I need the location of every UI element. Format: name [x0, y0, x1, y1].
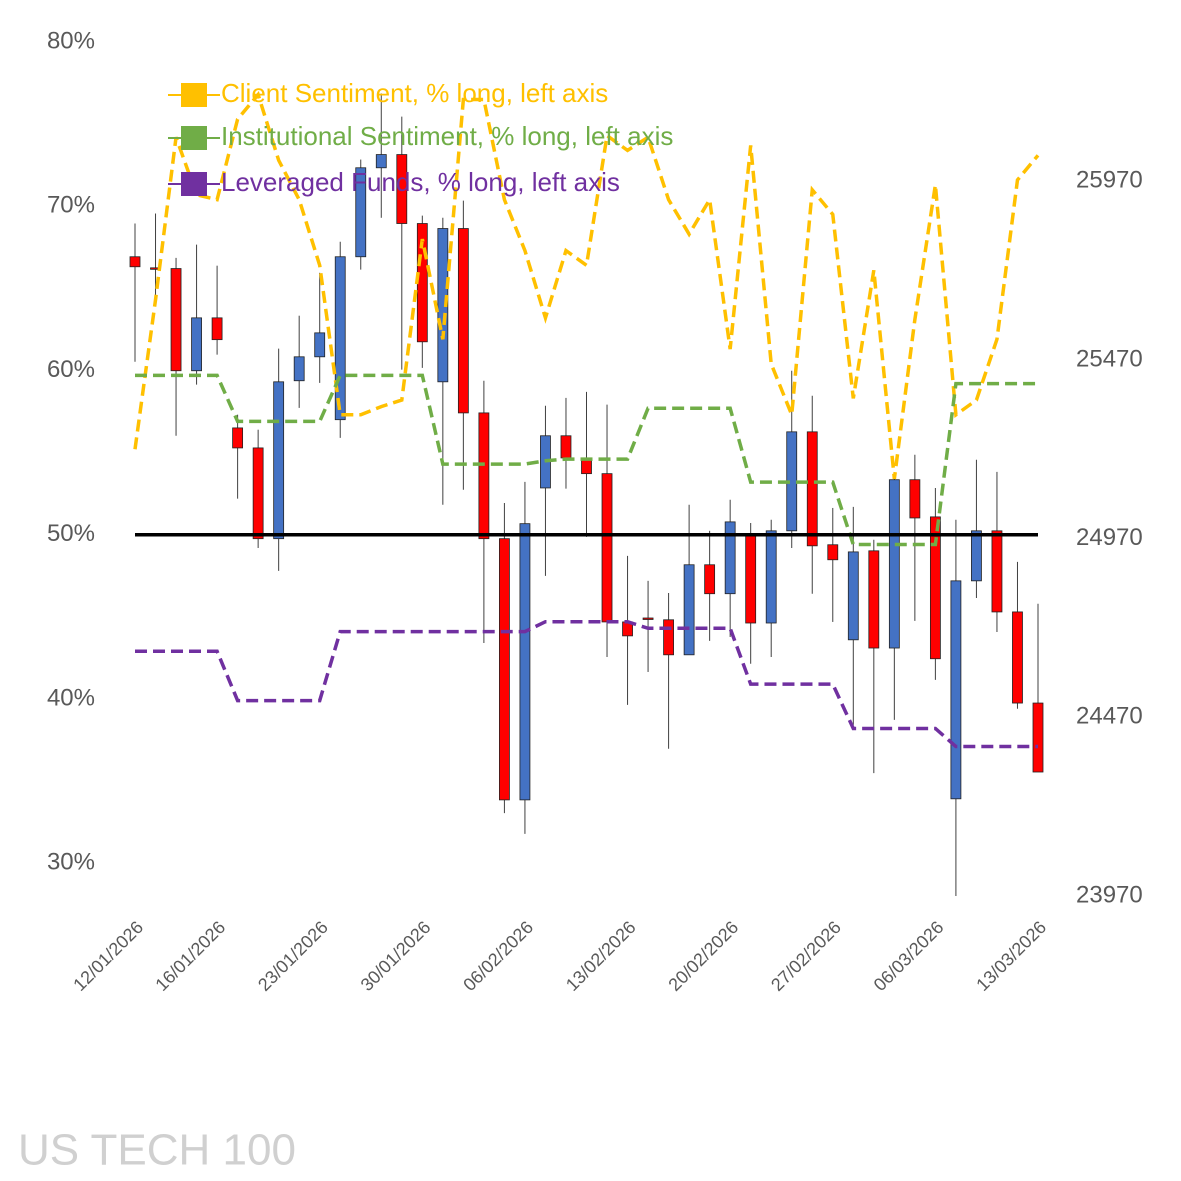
- candle-body: [827, 544, 839, 561]
- y2-tick-label: 24470: [1076, 703, 1143, 730]
- candle-body: [971, 530, 982, 582]
- candle-body: [457, 228, 469, 414]
- y2-tick-label: 23970: [1076, 881, 1143, 908]
- y-tick-label: 40%: [47, 684, 95, 711]
- candle-body: [293, 356, 305, 382]
- candle-body: [170, 268, 182, 372]
- candle-body: [888, 479, 900, 649]
- x-tick-label: 20/02/2026: [664, 917, 742, 995]
- watermark: US TECH 100: [18, 1126, 296, 1175]
- candle-body: [991, 530, 1003, 613]
- candle-body: [396, 154, 408, 224]
- candle-body: [437, 228, 449, 383]
- candle-body: [765, 530, 777, 624]
- candle-body: [519, 523, 531, 801]
- legend-swatch: [181, 126, 207, 150]
- x-tick-label: 13/03/2026: [972, 917, 1050, 995]
- candle-body: [232, 427, 244, 449]
- x-tick-label: 12/01/2026: [69, 917, 147, 995]
- candle-body: [191, 317, 202, 372]
- y2-tick-label: 25470: [1076, 345, 1143, 372]
- x-tick-label: 13/02/2026: [562, 917, 640, 995]
- legend-swatch: [181, 83, 207, 107]
- candle-body: [273, 381, 285, 540]
- x-tick-label: 06/03/2026: [870, 917, 948, 995]
- x-tick-label: 27/02/2026: [767, 917, 845, 995]
- candle-body: [950, 580, 962, 800]
- candle-body: [806, 431, 818, 547]
- series-line: [135, 619, 1038, 749]
- y-tick-label: 70%: [47, 192, 95, 219]
- legend-label: Client Sentiment, % long, left axis: [221, 78, 608, 108]
- candle-body: [334, 256, 346, 421]
- legend-swatch: [181, 172, 207, 196]
- x-tick-label: 16/01/2026: [151, 917, 229, 995]
- series-line: [135, 373, 1038, 547]
- candle-body: [581, 459, 592, 475]
- y2-tick-label: 24970: [1076, 524, 1143, 551]
- candle-body: [355, 167, 367, 258]
- candle-body: [499, 538, 510, 801]
- candle-body: [129, 256, 141, 268]
- y2-tick-label: 25970: [1076, 167, 1143, 194]
- candle-body: [868, 550, 880, 649]
- y-tick-label: 50%: [47, 520, 95, 547]
- candle-body: [375, 154, 387, 169]
- candle-body: [683, 564, 695, 656]
- candle-body: [704, 564, 716, 595]
- candle-body: [1012, 611, 1023, 704]
- y-tick-label: 30%: [47, 848, 95, 875]
- legend-label: Institutional Sentiment, % long, left ax…: [221, 121, 673, 151]
- candle-body: [929, 516, 941, 660]
- candle-body: [847, 551, 859, 641]
- legend-label: Leveraged Funds, % long, left axis: [221, 167, 620, 197]
- y-tick-label: 60%: [47, 356, 95, 383]
- candle-body: [560, 435, 572, 459]
- y-tick-label: 80%: [47, 27, 95, 54]
- candle-body: [1032, 702, 1044, 773]
- candle-body: [745, 534, 757, 624]
- candle-body: [601, 473, 613, 623]
- x-tick-label: 06/02/2026: [459, 917, 537, 995]
- candle-body: [642, 617, 654, 620]
- candle-body: [478, 412, 490, 540]
- candle-body: [663, 619, 674, 656]
- candle-body: [909, 479, 921, 519]
- series-line: [133, 90, 1040, 480]
- candle-body: [252, 447, 264, 540]
- x-tick-label: 30/01/2026: [357, 917, 435, 995]
- candle-body: [724, 521, 736, 595]
- candle-body: [211, 317, 223, 341]
- candle-body: [314, 332, 326, 358]
- x-tick-label: 23/01/2026: [254, 917, 332, 995]
